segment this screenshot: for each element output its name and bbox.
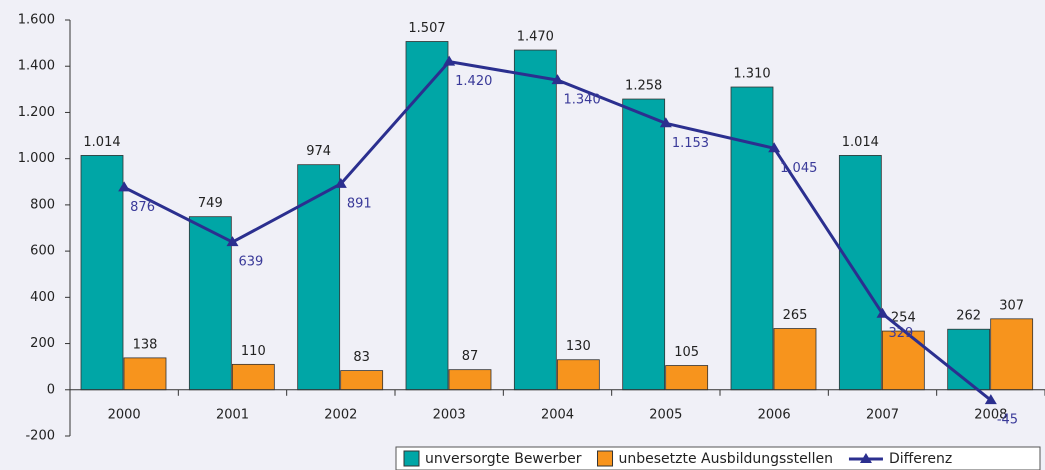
value-label: 110	[241, 344, 266, 359]
marker	[118, 181, 131, 192]
y-tick-label: 400	[30, 290, 55, 305]
y-tick-label: 800	[30, 197, 55, 212]
value-label: 1.340	[564, 93, 601, 108]
marker	[551, 74, 564, 85]
value-label: 1.153	[672, 136, 709, 151]
marker	[876, 307, 889, 318]
value-label: -45	[997, 413, 1018, 428]
legend-label: unbesetzte Ausbildungsstellen	[619, 451, 833, 467]
bar	[990, 318, 1034, 391]
marker	[768, 142, 781, 153]
marker	[334, 177, 347, 188]
bar	[448, 369, 492, 391]
x-tick-label: 2007	[866, 407, 899, 422]
bar	[513, 49, 557, 391]
bar	[188, 216, 232, 391]
marker	[984, 394, 997, 405]
value-label: 105	[674, 345, 699, 360]
value-label: 1.014	[842, 135, 879, 150]
value-label: 749	[198, 196, 223, 211]
value-label: 87	[462, 349, 479, 364]
y-tick-label: 1.600	[18, 13, 55, 28]
marker	[659, 117, 672, 128]
x-tick-label: 2003	[433, 407, 466, 422]
value-label: 265	[783, 308, 808, 323]
bar	[947, 328, 991, 391]
bar	[123, 357, 167, 391]
bar	[231, 363, 275, 391]
bar	[405, 41, 449, 391]
x-tick-label: 2000	[108, 407, 141, 422]
value-label: 1.258	[625, 79, 662, 94]
legend-box	[395, 446, 1041, 470]
y-tick-label: 1.000	[18, 151, 55, 166]
legend-marker	[859, 453, 872, 463]
value-label: 138	[133, 337, 158, 352]
value-label: 1.507	[408, 21, 445, 36]
bar	[665, 365, 709, 391]
x-tick-label: 2008	[974, 407, 1007, 422]
x-tick-label: 2004	[541, 407, 574, 422]
marker	[443, 55, 456, 66]
x-tick-label: 2002	[324, 407, 357, 422]
value-label: 254	[891, 311, 916, 326]
bar	[556, 359, 600, 391]
bar	[297, 164, 341, 391]
value-label: 83	[353, 350, 370, 365]
x-tick-label: 2006	[758, 407, 791, 422]
value-label: 329	[889, 326, 914, 341]
value-label: 1.310	[733, 67, 770, 82]
legend-swatch	[597, 450, 614, 467]
value-label: 639	[239, 255, 264, 270]
y-tick-label: -200	[25, 429, 55, 444]
bar	[622, 98, 666, 391]
marker	[226, 236, 239, 247]
legend-label: unversorgte Bewerber	[425, 451, 582, 467]
bar	[838, 155, 882, 391]
value-label: 130	[566, 339, 591, 354]
y-tick-label: 0	[47, 382, 55, 397]
bar	[340, 370, 384, 391]
legend-label: Differenz	[889, 451, 952, 467]
value-label: 1.045	[780, 161, 817, 176]
y-tick-label: 1.200	[18, 105, 55, 120]
y-tick-label: 1.400	[18, 59, 55, 74]
value-label: 1.014	[83, 135, 120, 150]
value-label: 974	[306, 144, 331, 159]
x-tick-label: 2001	[216, 407, 249, 422]
bar	[773, 328, 817, 391]
value-label: 262	[956, 309, 981, 324]
value-label: 307	[999, 298, 1024, 313]
value-label: 891	[347, 196, 372, 211]
value-label: 1.420	[455, 74, 492, 89]
legend-swatch	[403, 450, 420, 467]
value-label: 1.470	[517, 30, 554, 45]
x-tick-label: 2005	[649, 407, 682, 422]
bar	[730, 86, 774, 391]
value-label: 876	[130, 200, 155, 215]
bar	[80, 155, 124, 391]
y-tick-label: 600	[30, 244, 55, 259]
y-tick-label: 200	[30, 336, 55, 351]
